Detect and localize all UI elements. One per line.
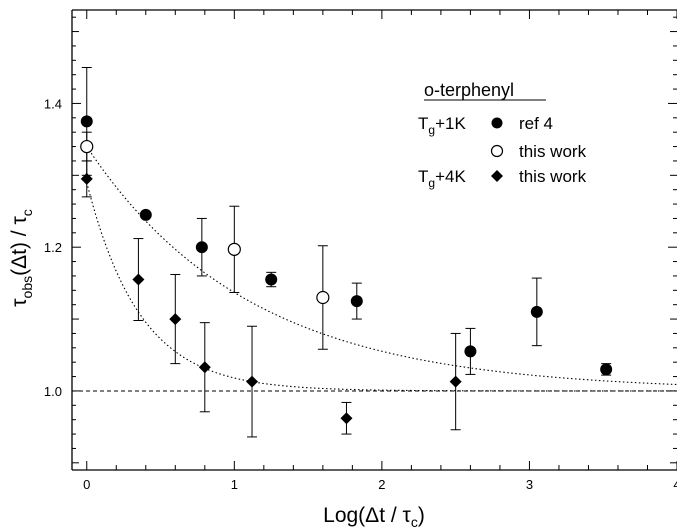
legend: o-terphenyl Tg+1K ref 4 this work Tg+4K … xyxy=(418,80,587,190)
legend-group-1-tail: +1K xyxy=(435,114,466,133)
legend-group-1-sub: g xyxy=(428,123,435,137)
data-point-filled-circle xyxy=(600,363,613,376)
y-axis-title-middle: (Δt) / τ xyxy=(8,216,31,276)
x-tick-label: 3 xyxy=(526,477,533,492)
axis-ticks: 0 1 2 3 4 1.0 1.2 1.4 xyxy=(44,10,677,492)
data-point-open-circle xyxy=(80,139,94,154)
data-point-filled-circle xyxy=(530,305,543,318)
y-axis-title-sub2: c xyxy=(19,209,35,216)
y-axis-title-sub1: obs xyxy=(19,276,35,299)
x-axis-title-main: Log(Δt / τ xyxy=(323,504,411,527)
data-point-filled-circle xyxy=(80,115,93,128)
data-point-filled-circle xyxy=(464,345,477,358)
x-axis-title-sub: c xyxy=(411,514,418,530)
x-axis-title: Log(Δt / τc) xyxy=(323,504,425,530)
y-tick-label: 1.0 xyxy=(44,384,62,399)
data-point-open-circle xyxy=(227,242,241,256)
legend-marker-open-circle xyxy=(490,144,504,158)
legend-group-2-tail: +4K xyxy=(435,167,466,186)
legend-title: o-terphenyl xyxy=(424,80,514,100)
legend-label-this-work-diamond: this work xyxy=(519,167,587,186)
data-point-filled-circle xyxy=(265,273,278,286)
fit-curve xyxy=(86,146,677,386)
legend-group-2: Tg+4K xyxy=(418,167,466,190)
data-point-filled-diamond xyxy=(198,361,211,374)
data-point-filled-circle xyxy=(350,295,363,308)
data-point-open-circle xyxy=(316,290,330,305)
legend-group-2-sub: g xyxy=(428,176,435,190)
data-point-filled-diamond xyxy=(449,375,462,388)
data-point-filled-diamond xyxy=(340,412,353,425)
legend-marker-filled-diamond xyxy=(491,170,503,182)
data-point-filled-diamond xyxy=(80,172,93,185)
x-tick-label: 0 xyxy=(83,477,90,492)
y-tick-label: 1.4 xyxy=(44,96,62,111)
legend-marker-filled-circle xyxy=(491,117,503,129)
x-tick-label: 2 xyxy=(378,477,385,492)
data-point-filled-diamond xyxy=(132,273,145,286)
y-axis-title-main: τ xyxy=(8,298,31,307)
x-axis-title-tail: ) xyxy=(418,504,425,527)
y-tick-label: 1.2 xyxy=(44,240,62,255)
plot-frame xyxy=(71,9,677,471)
legend-group-2-main: T xyxy=(418,167,428,186)
data-point-filled-circle xyxy=(139,208,152,221)
x-tick-label: 4 xyxy=(673,477,677,492)
data-point-filled-diamond xyxy=(246,375,259,388)
fit-curve xyxy=(86,182,677,392)
legend-label-this-work-open: this work xyxy=(519,142,587,161)
y-axis-title: τobs(Δt) / τc xyxy=(8,209,35,307)
legend-group-1-main: T xyxy=(418,114,428,133)
data-point-filled-diamond xyxy=(169,313,182,326)
fit-curve-layer xyxy=(86,146,677,392)
data-point-filled-circle xyxy=(195,241,208,254)
legend-label-ref4: ref 4 xyxy=(519,114,553,133)
data-points-layer xyxy=(80,67,613,438)
legend-group-1: Tg+1K xyxy=(418,114,466,137)
x-tick-label: 1 xyxy=(231,477,238,492)
